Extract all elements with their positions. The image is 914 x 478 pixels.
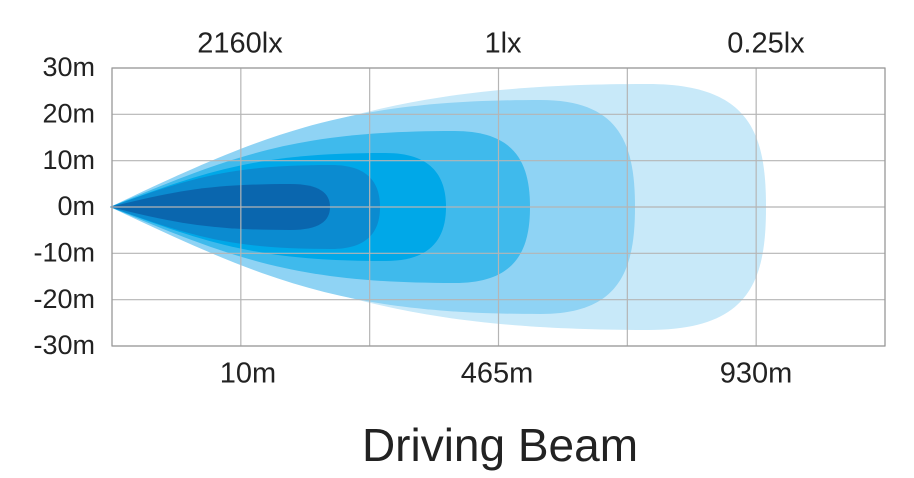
bottom-label: 930m: [720, 358, 793, 390]
y-tick-label: -30m: [33, 330, 95, 360]
y-tick-label: 20m: [42, 98, 95, 128]
top-label: 1lx: [484, 28, 522, 60]
diagram-title: Driving Beam: [362, 419, 638, 471]
bottom-label: 465m: [461, 358, 534, 390]
labels: 30m 20m 10m 0m -10m -20m -30m 2160lx 1lx 0.25lx 10…: [33, 28, 805, 390]
y-tick-label: 0m: [57, 191, 95, 221]
plot-frame: [111, 67, 886, 347]
y-tick-label: 30m: [42, 52, 95, 82]
top-label: 2160lx: [197, 28, 283, 60]
y-tick-label: -20m: [33, 284, 95, 314]
top-label: 0.25lx: [727, 28, 805, 60]
y-tick-label: 10m: [42, 145, 95, 175]
bottom-label: 10m: [220, 358, 276, 390]
y-tick-label: -10m: [33, 237, 95, 267]
grid: [111, 67, 886, 347]
